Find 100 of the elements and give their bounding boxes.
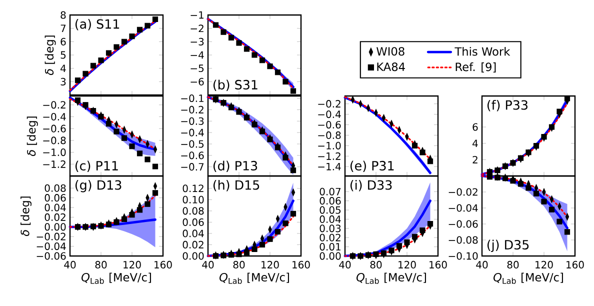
annotation: (c) P11 xyxy=(75,160,118,172)
y-tick-label: 0.04 xyxy=(182,230,204,238)
y-tick-label: −0.2 xyxy=(43,101,66,109)
x-tick-label: 80 xyxy=(95,260,107,268)
annotation: (f) P33 xyxy=(487,100,528,112)
y-tick-label: 0.06 xyxy=(320,197,341,205)
y-tick-label: −0.02 xyxy=(448,188,478,196)
y-tick-label: 0.00 xyxy=(320,252,341,260)
y-tick-label: 0.02 xyxy=(182,240,204,249)
y-tick-label: 0.06 xyxy=(44,194,66,202)
y-tick-label: −0.08 xyxy=(448,236,478,244)
y-tick-label: −6 xyxy=(190,78,204,86)
x-tick-label: 160 xyxy=(430,260,447,268)
y-tick-label: 4 xyxy=(472,140,478,147)
y-tick-label: 0.10 xyxy=(182,196,204,204)
y-tick-label: −0.7 xyxy=(181,163,204,171)
y-tick-label: −1.0 xyxy=(318,142,341,150)
y-tick-label: −0.6 xyxy=(318,120,341,129)
x-tick-label: 40 xyxy=(202,260,214,268)
annotation: (i) D33 xyxy=(350,180,392,192)
y-tick-label: −0.2 xyxy=(318,100,340,108)
y-axis-title: δ [deg] xyxy=(26,116,38,156)
y-tick-label: −0.6 xyxy=(181,152,204,160)
legend-label: WI08 xyxy=(376,47,404,56)
x-tick-label: 160 xyxy=(292,260,310,268)
y-tick-label: 0.00 xyxy=(44,223,66,231)
annotation: (a) S11 xyxy=(75,18,120,30)
y-tick-label: 0.02 xyxy=(320,234,340,242)
y-tick-label: 2 xyxy=(472,156,478,164)
y-tick-label: 5 xyxy=(60,51,66,59)
x-tick-label: 120 xyxy=(262,260,279,268)
y-tick-label: −5 xyxy=(190,64,204,72)
x-tick-label: 40 xyxy=(64,260,76,268)
x-axis-title: Q$_{Lab}$ [MeV/c] xyxy=(356,272,426,284)
y-tick-label: 6 xyxy=(60,38,66,46)
y-tick-label: 0.12 xyxy=(182,184,204,192)
y-axis-title: δ [deg] xyxy=(44,36,56,76)
y-tick-label: −0.4 xyxy=(43,112,66,121)
annotation: (h) D15 xyxy=(213,180,260,192)
y-tick-label: −0.04 xyxy=(448,204,478,212)
y-tick-label: −1.2 xyxy=(43,160,66,168)
annotation: (e) P31 xyxy=(350,160,394,172)
y-axis-title: δ [deg] xyxy=(20,196,32,236)
x-tick-label: 120 xyxy=(536,260,553,268)
y-tick-label: 0.06 xyxy=(182,218,204,226)
annotation: (b) S31 xyxy=(213,80,258,91)
annotation: (g) D13 xyxy=(75,180,122,192)
y-tick-label: −0.10 xyxy=(448,252,478,260)
annotation: (j) D35 xyxy=(487,240,529,252)
y-tick-label: −0.8 xyxy=(43,136,66,144)
y-tick-label: 6 xyxy=(472,123,478,131)
y-tick-label: −3 xyxy=(190,38,204,46)
y-tick-label: −1.4 xyxy=(318,162,341,170)
y-tick-label: 0.03 xyxy=(320,224,341,232)
legend-label: Ref. [9] xyxy=(456,62,496,73)
y-tick-label: −1 xyxy=(190,11,204,19)
y-tick-label: 3 xyxy=(60,78,66,86)
y-tick-label: 0.04 xyxy=(44,204,66,212)
x-tick-label: 80 xyxy=(370,260,382,268)
y-tick-label: 0.05 xyxy=(320,206,341,214)
x-tick-label: 40 xyxy=(339,260,351,268)
x-tick-label: 120 xyxy=(398,260,416,268)
y-tick-label: −0.8 xyxy=(318,131,341,139)
y-tick-label: −1.0 xyxy=(43,148,66,156)
y-tick-label: −0.06 xyxy=(36,252,66,260)
y-tick-label: −0.3 xyxy=(181,117,204,125)
y-tick-label: 0.08 xyxy=(182,207,204,215)
x-tick-label: 80 xyxy=(233,260,245,268)
annotation: (d) P13 xyxy=(213,160,258,172)
y-tick-label: −0.1 xyxy=(181,94,204,102)
y-tick-label: 0.07 xyxy=(320,188,341,196)
y-tick-label: 8 xyxy=(60,11,66,19)
y-tick-label: 0.02 xyxy=(44,213,66,221)
y-tick-label: −0.4 xyxy=(181,128,204,136)
y-tick-label: −4 xyxy=(190,51,204,59)
x-tick-label: 80 xyxy=(507,260,519,268)
x-tick-label: 120 xyxy=(124,260,141,268)
y-tick-label: 0.01 xyxy=(320,243,340,251)
x-tick-label: 40 xyxy=(476,260,488,268)
x-tick-label: 160 xyxy=(154,260,172,268)
y-tick-label: 0.04 xyxy=(320,215,341,223)
y-tick-label: −0.2 xyxy=(181,106,204,114)
x-axis-title: Q$_{Lab}$ [MeV/c] xyxy=(494,272,563,284)
y-tick-label: 0.08 xyxy=(44,184,66,192)
y-tick-label: 4 xyxy=(60,64,66,72)
y-tick-label: −0.04 xyxy=(36,242,66,250)
x-axis-title: Q$_{Lab}$ [MeV/c] xyxy=(220,272,289,284)
y-tick-label: 7 xyxy=(60,24,66,32)
y-tick-label: −2 xyxy=(190,24,204,32)
legend-label: This Work xyxy=(454,46,510,56)
y-tick-label: −0.06 xyxy=(448,220,478,228)
y-tick-label: −0.4 xyxy=(318,110,341,118)
y-tick-label: −1.2 xyxy=(318,152,340,160)
x-axis-title: Q$_{Lab}$ [MeV/c] xyxy=(82,272,151,284)
y-tick-label: −0.5 xyxy=(181,140,204,148)
x-tick-label: 160 xyxy=(566,260,584,268)
y-tick-label: −0.02 xyxy=(36,232,66,240)
y-tick-label: −0.6 xyxy=(43,124,66,132)
legend-label: KA84 xyxy=(377,62,405,72)
y-tick-label: 0.00 xyxy=(182,252,204,260)
